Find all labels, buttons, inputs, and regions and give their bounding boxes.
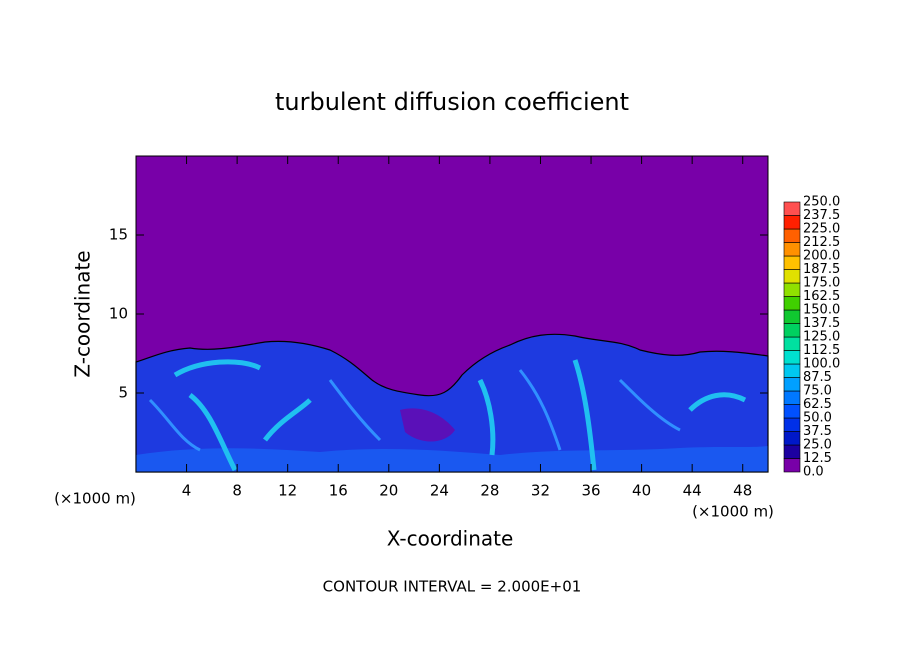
field-streak [173,359,747,472]
colorbar-segment [783,336,801,351]
colorbar-segment [783,350,801,365]
x-tick-label: 4 [182,482,192,500]
y-axis-label: Z-coordinate [71,250,95,377]
field-dip [400,408,455,442]
y-tick-label: 15 [109,226,128,244]
x-tick-label: 24 [430,482,449,500]
colorbar-segment [783,296,801,311]
field-streak [148,369,681,452]
x-tick-label: 48 [733,482,752,500]
colorbar-segment [783,417,801,432]
colorbar-label: 175.0 [803,276,840,291]
colorbar-label: 250.0 [803,195,840,210]
x-tick-label: 28 [480,482,499,500]
x-tick-label: 16 [329,482,348,500]
colorbar-segment [783,282,801,297]
colorbar-segment [783,242,801,257]
colorbar-segment [783,404,801,419]
colorbar-label: 0.0 [803,465,824,480]
colorbar-label: 162.5 [803,289,840,304]
colorbar-label: 100.0 [803,357,840,372]
colorbar-label: 237.5 [803,208,840,223]
colorbar-segment [783,215,801,230]
x-unit: (×1000 m) [692,503,774,521]
field-lower [136,446,768,472]
colorbar-segment [783,201,801,216]
x-tick-label: 36 [581,482,600,500]
y-tick-label: 10 [109,305,128,323]
colorbar-segment [783,323,801,338]
colorbar-label: 87.5 [803,370,832,385]
x-tick-label: 32 [531,482,550,500]
x-tick-label: 44 [683,482,702,500]
colorbar-segment [783,363,801,378]
colorbar-segment [783,431,801,446]
x-tick-label: 12 [278,482,297,500]
colorbar-segment [783,269,801,284]
colorbar-label: 62.5 [803,397,832,412]
y-tick-label: 5 [118,384,128,402]
x-tick-label: 8 [232,482,242,500]
colorbar-segment [783,228,801,243]
field [135,156,769,473]
chart-title: turbulent diffusion coefficient [275,88,629,116]
colorbar-label: 25.0 [803,438,832,453]
x-axis-label: X-coordinate [387,527,514,551]
colorbar-segment [783,458,801,473]
colorbar-segment [783,390,801,405]
colorbar-label: 50.0 [803,411,832,426]
field-region [135,333,769,473]
annotation: CONTOUR INTERVAL = 2.000E+01 [323,578,582,596]
colorbar-segment [783,255,801,270]
colorbar-label: 225.0 [803,222,840,237]
colorbar-label: 112.5 [803,343,840,358]
colorbar-label: 187.5 [803,262,840,277]
colorbar-label: 37.5 [803,424,832,439]
x-tick-label: 40 [632,482,651,500]
y-unit: (×1000 m) [54,490,136,508]
colorbar-label: 150.0 [803,303,840,318]
colorbar-label: 12.5 [803,451,832,466]
colorbar-label: 75.0 [803,384,832,399]
colorbar-segment [783,444,801,459]
colorbar-label: 200.0 [803,249,840,264]
colorbar-label: 137.5 [803,316,840,331]
colorbar-label: 212.5 [803,235,840,250]
colorbar-label: 125.0 [803,330,840,345]
colorbar-segment [783,309,801,324]
colorbar-segment [783,377,801,392]
x-tick-label: 20 [379,482,398,500]
